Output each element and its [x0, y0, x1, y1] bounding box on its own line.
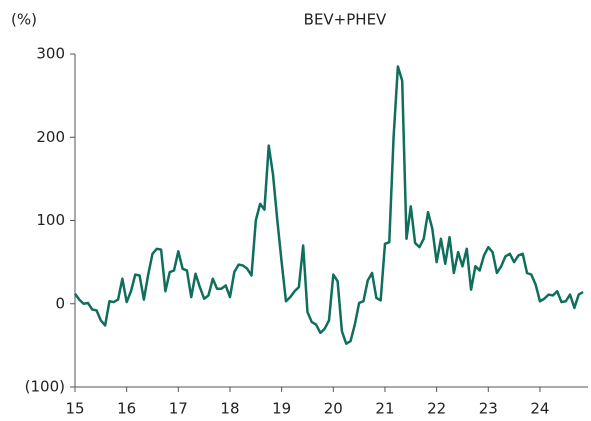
x-tick-label: 20 — [324, 400, 343, 418]
x-tick-label: 21 — [375, 400, 394, 418]
x-tick-label: 22 — [427, 400, 446, 418]
x-tick-label: 23 — [479, 400, 498, 418]
y-axis-label: (%) — [11, 11, 37, 29]
x-tick-label: 19 — [272, 400, 291, 418]
y-tick-label: 200 — [36, 128, 65, 146]
x-tick-label: 17 — [169, 400, 188, 418]
x-tick-label: 16 — [117, 400, 136, 418]
x-tick-label: 18 — [220, 400, 239, 418]
y-tick-label: 300 — [36, 45, 65, 63]
y-tick-label: 100 — [36, 211, 65, 229]
chart-title: BEV+PHEV — [304, 11, 387, 29]
x-tick-label: 24 — [530, 400, 549, 418]
x-tick-label: 15 — [65, 400, 84, 418]
y-tick-label: 0 — [55, 294, 65, 312]
data-line — [73, 65, 584, 345]
y-tick-label: (100) — [25, 378, 65, 396]
